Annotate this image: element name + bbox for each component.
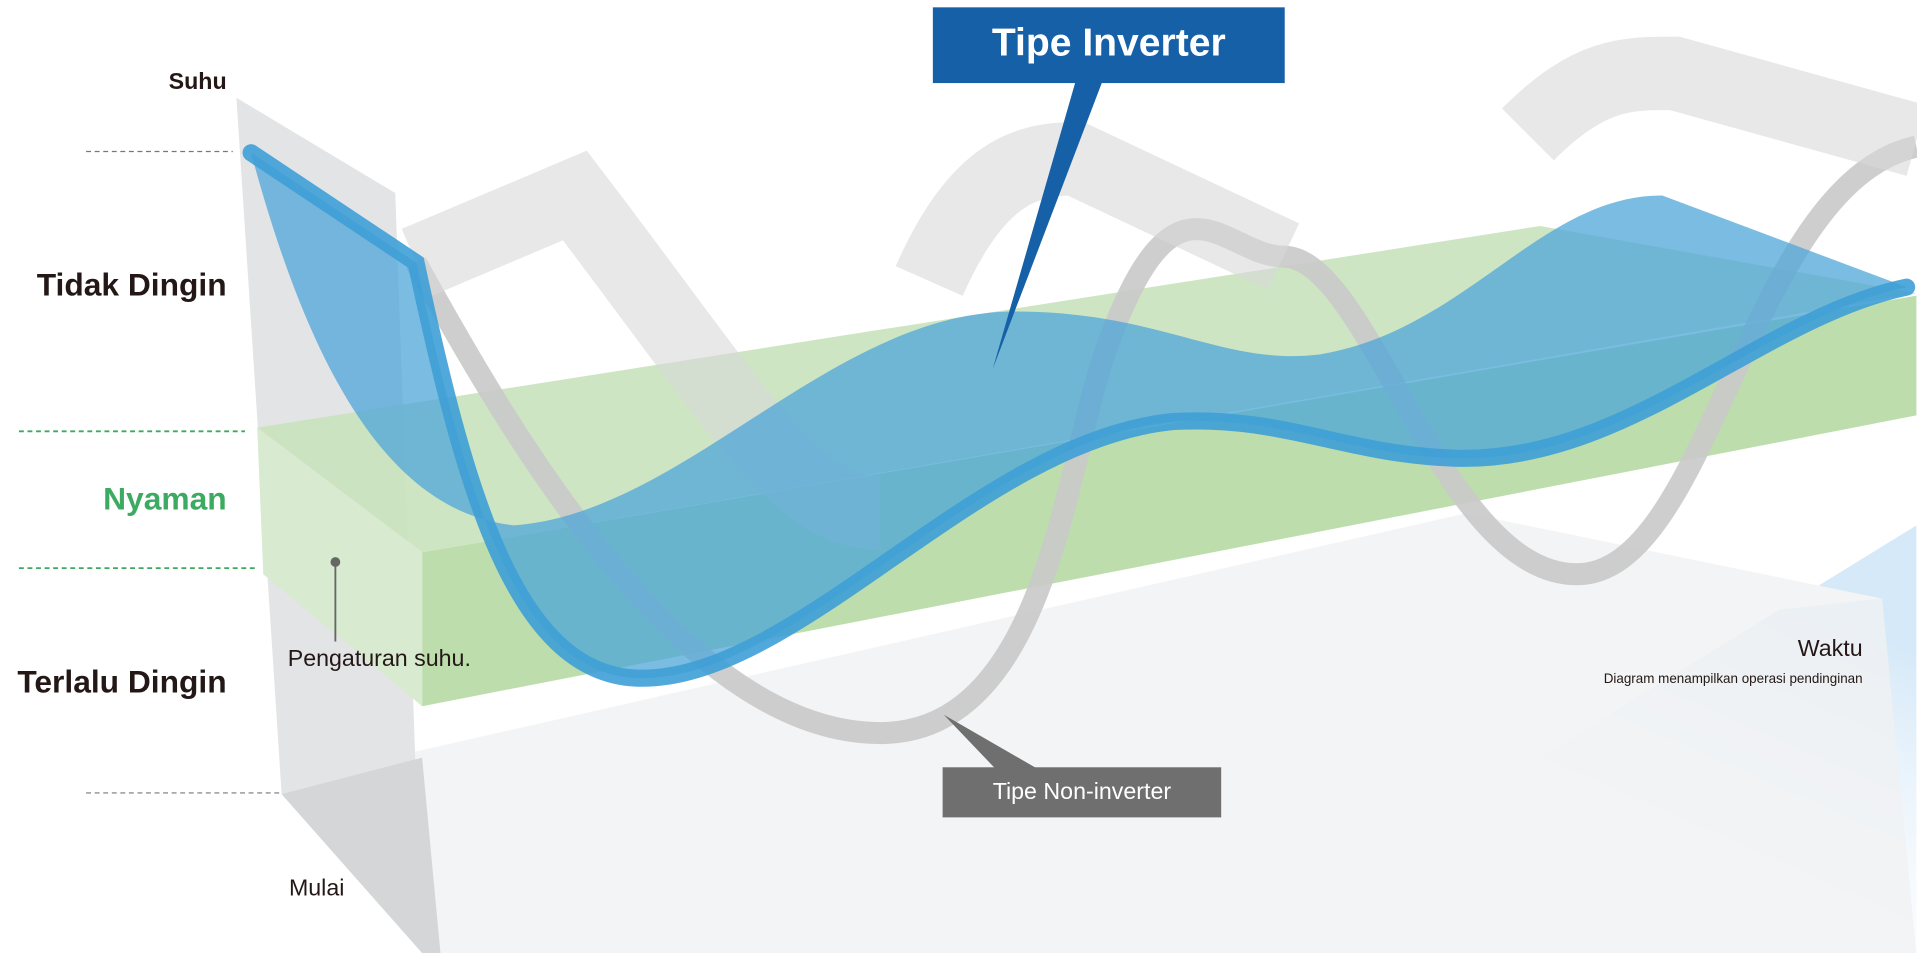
setpoint-label: Pengaturan suhu.: [288, 645, 471, 671]
inverter-surface: [251, 152, 1907, 679]
comfort-band-side: [257, 427, 423, 707]
zone-label: Tidak Dingin: [37, 267, 227, 303]
callout-label: Tipe Inverter: [992, 22, 1226, 65]
callout-label: Tipe Non-inverter: [993, 778, 1172, 804]
callout-pointer: [943, 714, 1040, 770]
zone-label: Terlalu Dingin: [17, 664, 226, 700]
callout-box: [932, 7, 1285, 84]
inverter-curve: [242, 144, 1916, 687]
note: Diagram menampilkan operasi pendinginan: [1604, 671, 1863, 686]
x-axis-label: Waktu: [1798, 635, 1863, 661]
wall-edge: [281, 757, 441, 953]
callout-box: [942, 767, 1222, 818]
start-label: Mulai: [289, 875, 344, 901]
zone-label: Nyaman: [103, 480, 227, 516]
floor: [281, 513, 1883, 782]
y-axis-label: Suhu: [169, 68, 227, 94]
